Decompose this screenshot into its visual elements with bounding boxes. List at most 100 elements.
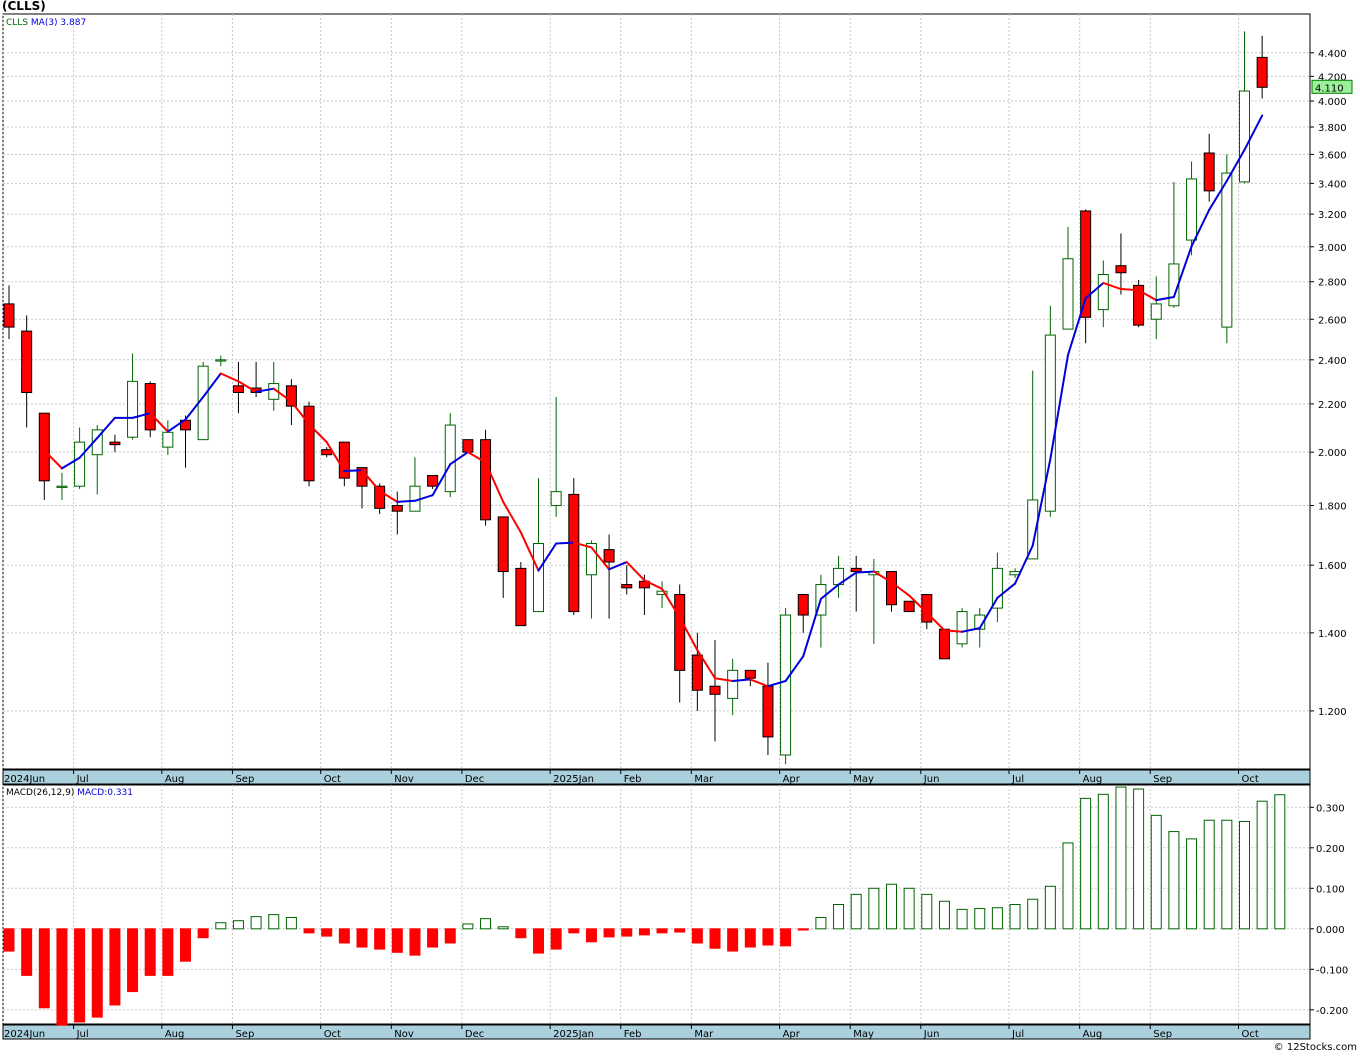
price-tick-label: 4.200	[1318, 72, 1347, 83]
ma-line-segment	[608, 561, 628, 571]
macd-bar	[550, 928, 562, 950]
macd-bar	[462, 923, 474, 930]
credit-text: © 12Stocks.com	[1273, 1042, 1357, 1053]
ma-line-segment	[1102, 281, 1122, 291]
candle-body	[621, 584, 633, 589]
macd-bar	[21, 928, 33, 976]
macd-bar	[391, 928, 403, 953]
macd-bar	[568, 928, 580, 934]
candle-body	[568, 493, 580, 613]
ma-line-segment	[96, 416, 116, 439]
candle-body	[727, 669, 739, 699]
date-tick-label: Jun	[923, 774, 940, 785]
candle-body	[215, 359, 227, 362]
price-tick-label: 3.600	[1318, 150, 1347, 161]
date-tick-label: Nov	[394, 774, 414, 785]
ma-line-segment	[166, 418, 187, 433]
macd-bar	[744, 928, 756, 948]
date-tick-label: Sep	[1153, 774, 1172, 785]
date-tick-label: Jun	[923, 1029, 940, 1040]
price-tick-label: 3.200	[1318, 210, 1347, 221]
candle-body	[1115, 265, 1127, 274]
price-tick-label: 3.800	[1318, 123, 1347, 134]
macd-legend: MACD(26,12,9) MACD:0.331	[6, 788, 133, 798]
macd-bar	[444, 928, 456, 944]
ma-line-segment	[925, 611, 946, 632]
candle-body	[1044, 334, 1056, 512]
macd-bar	[109, 928, 121, 1006]
macd-bar	[797, 928, 809, 931]
candle-body	[956, 611, 968, 645]
candle-body	[444, 424, 456, 493]
date-tick-label: Sep	[235, 1029, 254, 1040]
macd-bar	[833, 904, 845, 930]
date-axis-band	[2, 1024, 1311, 1040]
macd-bar	[197, 928, 209, 939]
ma-line-segment	[1190, 208, 1211, 248]
macd-bar	[144, 928, 156, 976]
ma-line-segment	[43, 449, 63, 470]
macd-bar	[1274, 794, 1286, 930]
candle-body	[1150, 303, 1162, 320]
ma-line-segment	[819, 583, 840, 600]
macd-bar	[621, 928, 633, 937]
ma-line-segment	[643, 579, 664, 590]
macd-tick-label: -0.100	[1316, 965, 1348, 976]
date-tick-label: Aug	[165, 774, 185, 785]
macd-bar	[74, 928, 86, 1023]
macd-bar	[903, 887, 915, 930]
ma-line-segment	[872, 570, 893, 584]
candle-body	[109, 441, 121, 446]
date-tick-label: May	[853, 1029, 874, 1040]
candle-body	[1097, 274, 1109, 311]
candle-body	[1203, 152, 1215, 192]
macd-bar	[1115, 786, 1127, 930]
date-tick-label: Feb	[624, 774, 642, 785]
candle-body	[744, 669, 756, 679]
date-tick-label: Oct	[1242, 1029, 1259, 1040]
ma-line-segment	[766, 680, 787, 688]
candle-body	[285, 385, 297, 407]
price-tick-label: 4.400	[1318, 49, 1347, 60]
macd-tick-label: -0.200	[1316, 1006, 1348, 1017]
candle-body	[303, 405, 315, 482]
date-tick-label: Jul	[1011, 1029, 1024, 1040]
ma-line-segment	[78, 436, 99, 459]
ma-line-segment	[1067, 297, 1087, 356]
macd-bar	[1168, 831, 1180, 930]
macd-bar	[956, 908, 968, 930]
legend-macd-value: MACD:0.331	[77, 788, 133, 798]
price-panel	[2, 13, 1311, 770]
macd-tick-label: 0.200	[1316, 844, 1345, 855]
date-axis-band	[2, 769, 1311, 785]
price-tick-label: 1.400	[1318, 629, 1347, 640]
price-tick-label: 2.800	[1318, 278, 1347, 289]
last-price-box	[1311, 79, 1353, 94]
date-tick-label: Aug	[165, 1029, 185, 1040]
ma-line-segment	[1084, 281, 1105, 300]
candle-body	[232, 385, 244, 393]
macd-bar	[533, 928, 544, 954]
macd-bar	[480, 918, 492, 930]
macd-bar	[674, 928, 686, 933]
candle-body	[321, 449, 333, 456]
macd-bar	[515, 928, 527, 939]
ma-line-segment	[519, 531, 540, 572]
date-tick-label: Feb	[624, 1029, 642, 1040]
candle-body	[603, 549, 615, 563]
macd-bar	[1150, 814, 1162, 930]
date-tick-label: Mar	[694, 774, 714, 785]
date-tick-label: 2025Jan	[553, 774, 594, 785]
candle-body	[533, 543, 544, 613]
date-tick-label: 2025Jan	[553, 1029, 594, 1040]
ma-line-segment	[590, 546, 611, 571]
ma-line-segment	[184, 396, 205, 421]
date-tick-label: Aug	[1083, 1029, 1103, 1040]
ma-line-segment	[484, 461, 505, 503]
ma-line-segment	[661, 587, 681, 619]
macd-tick-label: 0.300	[1316, 803, 1345, 814]
macd-bar	[338, 928, 350, 944]
macd-bar	[56, 928, 68, 1026]
macd-bar	[1221, 819, 1233, 930]
macd-bar	[1080, 797, 1092, 930]
